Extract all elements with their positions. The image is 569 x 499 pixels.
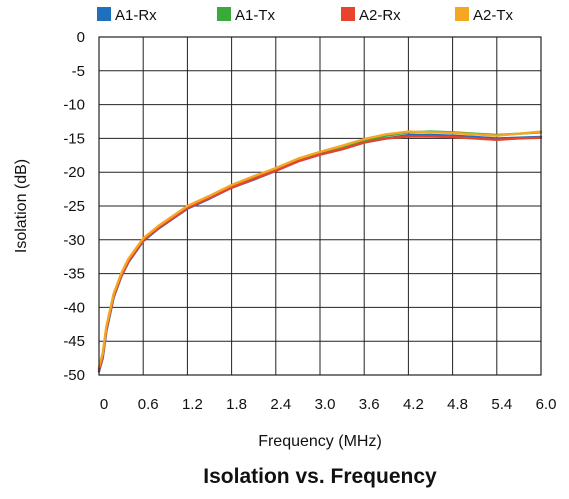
legend-swatch-a2-tx [455,7,469,21]
series-line-a2-rx [97,135,543,372]
legend-swatch-a1-rx [97,7,111,21]
y-tick-label: -50 [63,367,85,384]
x-tick-label: 1.2 [182,396,203,413]
y-tick-label: 0 [77,29,85,46]
x-tick-label: 0.6 [138,396,159,413]
x-tick-label: 6.0 [536,396,557,413]
y-tick-label: -5 [72,63,85,80]
y-tick-label: -40 [63,299,85,316]
y-tick-label: -25 [63,198,85,215]
y-tick-label: -20 [63,164,85,181]
y-tick-label: -35 [63,266,85,283]
legend-label-a1-rx: A1-Rx [115,7,157,24]
x-tick-label: 4.2 [403,396,424,413]
y-tick-label: -30 [63,232,85,249]
grid [98,36,542,376]
legend-label-a2-rx: A2-Rx [359,7,401,24]
series-layer [97,130,543,373]
x-axis-label: Frequency (MHz) [258,433,382,450]
x-tick-label: 4.8 [447,396,468,413]
plot-frame [98,36,542,376]
legend: A1-Rx A1-Tx A2-Rx A2-Tx [97,7,514,24]
legend-swatch-a1-tx [217,7,231,21]
y-axis-label: Isolation (dB) [13,159,30,253]
y-tick-label: -10 [63,97,85,114]
x-tick-label: 3.0 [315,396,336,413]
y-tick-labels: 0 -5 -10 -15 -20 -25 -30 -35 -40 -45 -50 [63,29,85,384]
legend-swatch-a2-rx [341,7,355,21]
x-tick-labels: 0 0.6 1.2 1.8 2.4 3.0 3.6 4.2 4.8 5.4 6.0 [100,396,557,413]
legend-label-a1-tx: A1-Tx [235,7,276,24]
chart-title: Isolation vs. Frequency [203,465,437,488]
x-tick-label: 1.8 [226,396,247,413]
x-tick-label: 5.4 [491,396,512,413]
x-tick-label: 3.6 [359,396,380,413]
y-tick-label: -45 [63,333,85,350]
series-line-a2-tx [97,130,543,369]
y-tick-label: -15 [63,130,85,147]
x-tick-label: 2.4 [270,396,291,413]
legend-label-a2-tx: A2-Tx [473,7,514,24]
x-tick-label: 0 [100,396,108,413]
